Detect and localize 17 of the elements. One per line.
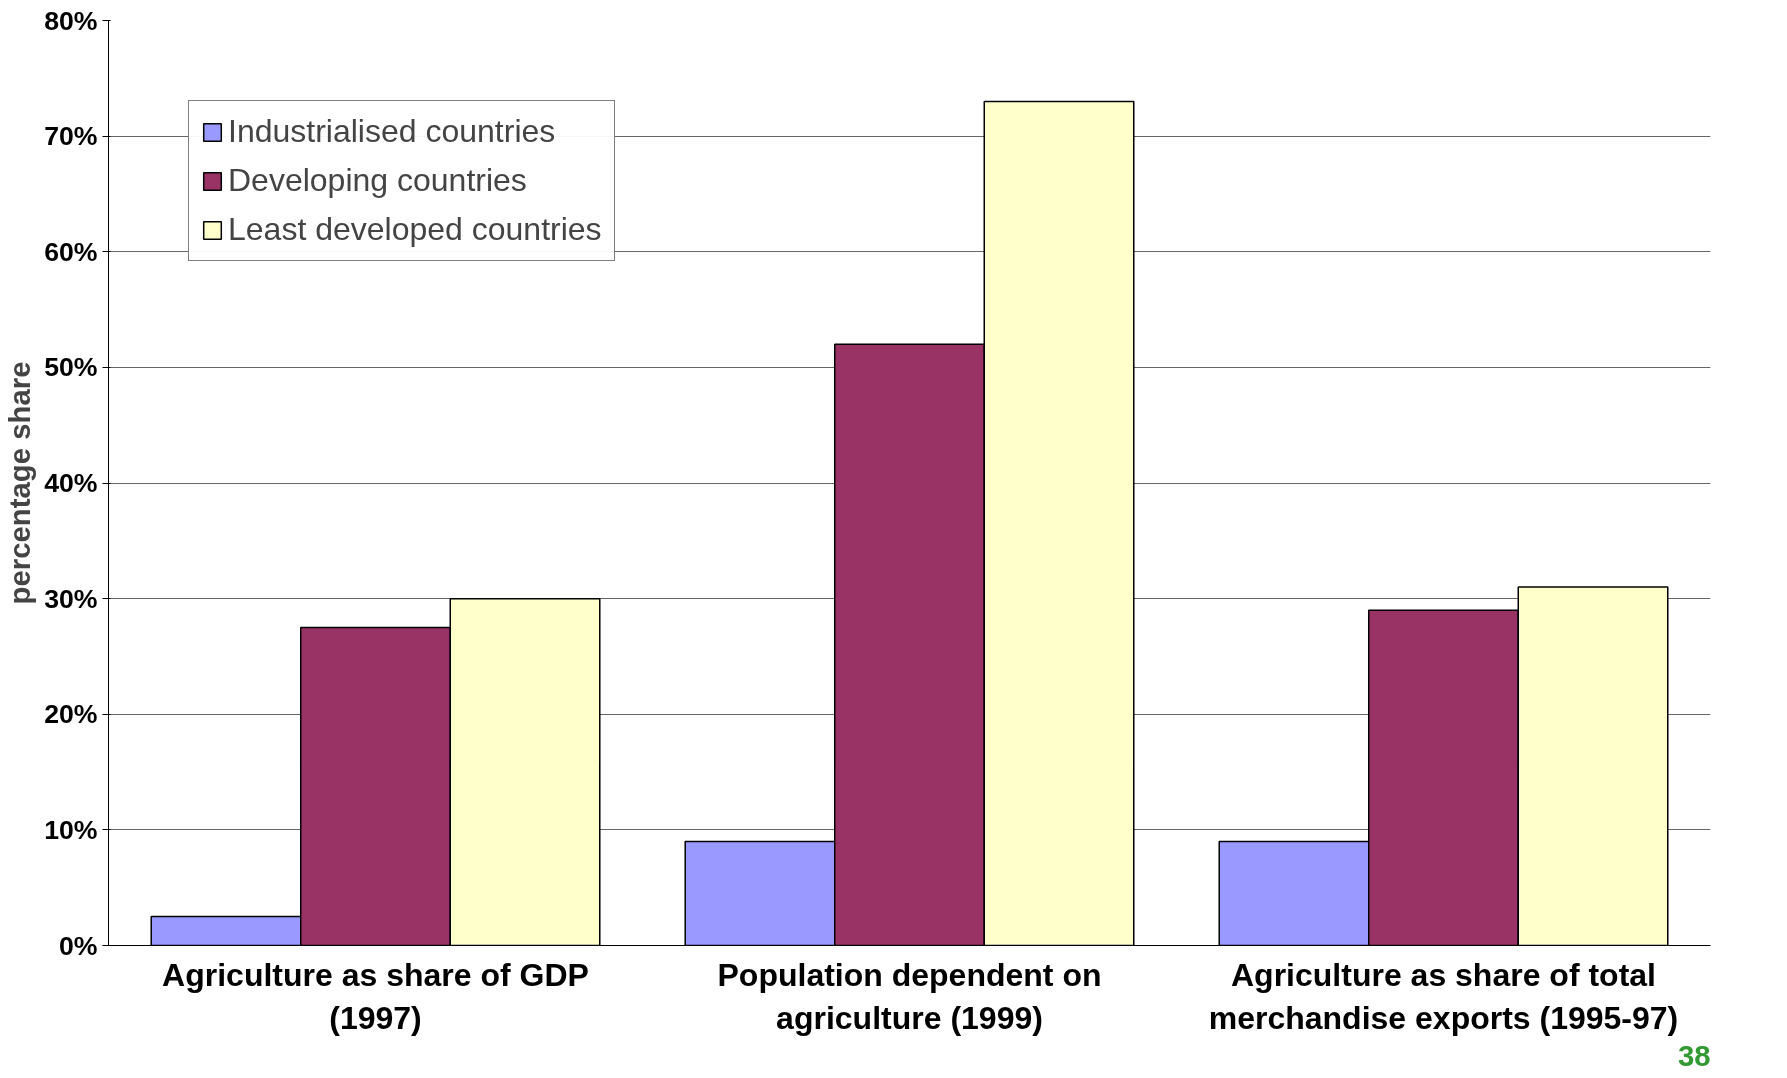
legend-label: Developing countries <box>228 162 527 199</box>
x-tick-label: Population dependent on agriculture (1999) <box>717 956 1102 1036</box>
y-tick-label: 70% <box>44 121 98 152</box>
y-tick-label: 40% <box>44 468 98 498</box>
y-tick-label: 60% <box>44 236 98 267</box>
y-tick-label: 50% <box>44 352 98 383</box>
y-tick-label: 0% <box>58 930 98 961</box>
y-axis-title: percentage share <box>3 361 37 605</box>
y-tick-label: 20% <box>44 699 98 730</box>
text: 38 <box>1677 1038 1711 1072</box>
legend-label: Industrialised countries <box>228 113 556 150</box>
y-tick-label: 10% <box>44 814 98 845</box>
y-tick-label: 80% <box>44 5 98 36</box>
y-tick-label: 30% <box>44 583 98 614</box>
x-tick-label: Agriculture as share of total merchandise exports (1995-97) <box>1208 956 1679 1036</box>
legend-label: Least developed countries <box>228 211 602 248</box>
x-tick-label: Agriculture as share of GDP (1997) <box>162 956 589 1036</box>
